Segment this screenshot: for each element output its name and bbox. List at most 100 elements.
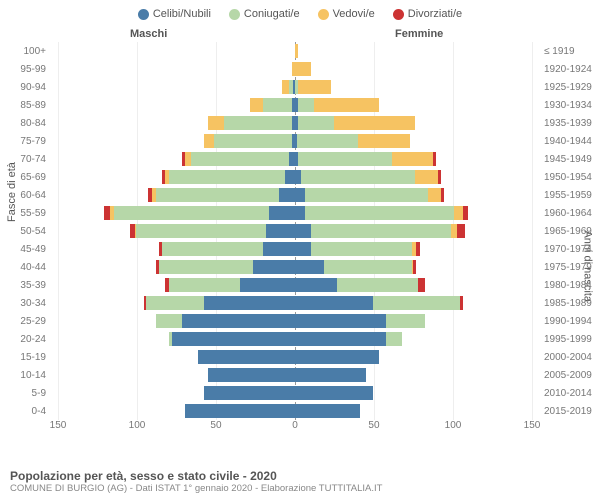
year-label: 2010-2014 xyxy=(538,388,600,399)
year-label: 1960-1964 xyxy=(538,208,600,219)
age-label: 60-64 xyxy=(0,190,52,201)
year-label: ≤ 1919 xyxy=(538,46,600,57)
age-row: 90-94 1925-1929 xyxy=(0,78,600,96)
bar-male xyxy=(156,314,295,328)
bar-female xyxy=(295,314,425,328)
age-label: 90-94 xyxy=(0,82,52,93)
bar-female xyxy=(295,404,360,418)
bar-female xyxy=(295,152,436,166)
legend-item: Divorziati/e xyxy=(393,8,462,20)
year-label: 1995-1999 xyxy=(538,334,600,345)
age-row: 15-192000-2004 xyxy=(0,348,600,366)
year-label: 1935-1939 xyxy=(538,118,600,129)
rows: 100+≤ 191995-991920-192490-941925-192985… xyxy=(0,42,600,420)
bar-male xyxy=(162,170,295,184)
age-label: 100+ xyxy=(0,46,52,57)
chart-subtitle: COMUNE DI BURGIO (AG) - Dati ISTAT 1° ge… xyxy=(10,483,590,494)
x-tick: 150 xyxy=(524,420,541,431)
age-row: 60-64 1955-1959 xyxy=(0,186,600,204)
bar-female xyxy=(295,44,298,58)
age-row: 65-691950-1954 xyxy=(0,168,600,186)
bar-female xyxy=(295,170,441,184)
bar-male xyxy=(208,368,295,382)
year-label: 1955-1959 xyxy=(538,190,600,201)
age-label: 40-44 xyxy=(0,262,52,273)
x-tick: 100 xyxy=(445,420,462,431)
bar-male xyxy=(182,152,295,166)
age-row: 70-74 1945-1949 xyxy=(0,150,600,168)
x-axis: 15010050050100150 xyxy=(58,420,532,436)
legend-swatch xyxy=(318,9,329,20)
age-label: 10-14 xyxy=(0,370,52,381)
age-label: 30-34 xyxy=(0,298,52,309)
bar-female xyxy=(295,224,465,238)
bar-female xyxy=(295,332,402,346)
x-tick: 150 xyxy=(50,420,67,431)
bar-male xyxy=(198,350,295,364)
year-label: 1970-1974 xyxy=(538,244,600,255)
bar-male xyxy=(144,296,295,310)
x-tick: 100 xyxy=(129,420,146,431)
legend-label: Divorziati/e xyxy=(408,8,462,20)
age-label: 65-69 xyxy=(0,172,52,183)
bar-male xyxy=(159,242,295,256)
year-label: 1930-1934 xyxy=(538,100,600,111)
age-row: 85-89 1930-1934 xyxy=(0,96,600,114)
x-tick: 50 xyxy=(368,420,379,431)
age-label: 35-39 xyxy=(0,280,52,291)
bar-male xyxy=(204,386,295,400)
age-label: 20-24 xyxy=(0,334,52,345)
age-row: 35-39 1980-1984 xyxy=(0,276,600,294)
bar-female xyxy=(295,368,366,382)
year-label: 1920-1924 xyxy=(538,64,600,75)
age-row: 50-54 1965-1969 xyxy=(0,222,600,240)
age-label: 70-74 xyxy=(0,154,52,165)
legend-swatch xyxy=(393,9,404,20)
bar-female xyxy=(295,188,444,202)
age-row: 45-49 1970-1974 xyxy=(0,240,600,258)
age-label: 85-89 xyxy=(0,100,52,111)
age-row: 75-791940-1944 xyxy=(0,132,600,150)
year-label: 1985-1989 xyxy=(538,298,600,309)
x-tick: 0 xyxy=(292,420,298,431)
bar-male xyxy=(156,260,295,274)
bar-male xyxy=(130,224,295,238)
legend-swatch xyxy=(229,9,240,20)
legend: Celibi/Nubili Coniugati/e Vedovi/e Divorzia… xyxy=(0,0,600,24)
bar-male xyxy=(208,116,295,130)
legend-item: Vedovi/e xyxy=(318,8,375,20)
year-label: 1990-1994 xyxy=(538,316,600,327)
age-label: 80-84 xyxy=(0,118,52,129)
year-label: 2005-2009 xyxy=(538,370,600,381)
chart-title: Popolazione per età, sesso e stato civil… xyxy=(10,469,590,483)
age-row: 10-14 2005-2009 xyxy=(0,366,600,384)
bar-female xyxy=(295,116,415,130)
age-row: 55-591960-1964 xyxy=(0,204,600,222)
year-label: 1980-1984 xyxy=(538,280,600,291)
legend-label: Coniugati/e xyxy=(244,8,300,20)
age-row: 30-34 1985-1989 xyxy=(0,294,600,312)
bar-female xyxy=(295,62,311,76)
age-label: 0-4 xyxy=(0,406,52,417)
bar-female xyxy=(295,98,379,112)
age-row: 40-44 1975-1979 xyxy=(0,258,600,276)
year-label: 1975-1979 xyxy=(538,262,600,273)
bar-male xyxy=(148,188,295,202)
bar-female xyxy=(295,260,417,274)
year-label: 1925-1929 xyxy=(538,82,600,93)
age-row: 0-42015-2019 xyxy=(0,402,600,420)
year-label: 1965-1969 xyxy=(538,226,600,237)
year-label: 1945-1949 xyxy=(538,154,600,165)
footer: Popolazione per età, sesso e stato civil… xyxy=(10,469,590,494)
bar-female xyxy=(295,80,331,94)
age-label: 50-54 xyxy=(0,226,52,237)
header-female: Femmine xyxy=(395,28,443,40)
legend-label: Celibi/Nubili xyxy=(153,8,211,20)
bar-female xyxy=(295,206,468,220)
age-row: 5-92010-2014 xyxy=(0,384,600,402)
age-label: 25-29 xyxy=(0,316,52,327)
bar-male xyxy=(104,206,295,220)
bar-female xyxy=(295,278,425,292)
age-label: 45-49 xyxy=(0,244,52,255)
bar-male xyxy=(185,404,295,418)
